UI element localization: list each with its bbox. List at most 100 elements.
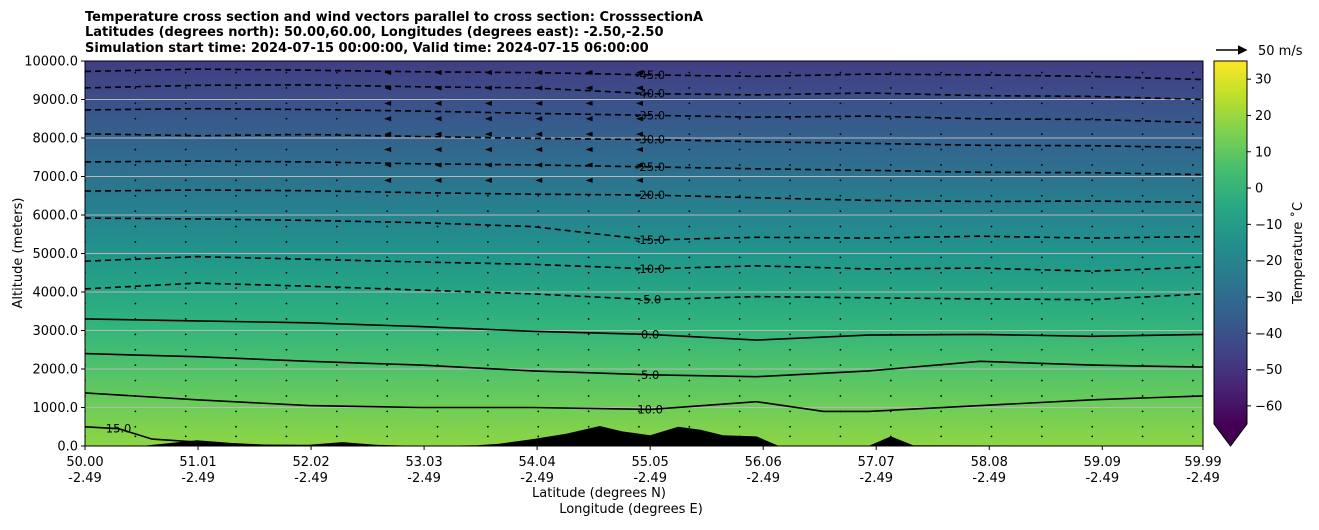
- contour-labels: -45.0 -40.0 -35.0 -30.0 -25.0 -20.0 -15.0 -10.0…: [106, 68, 665, 436]
- wind-vector: [587, 348, 590, 351]
- wind-vector: [335, 395, 338, 397]
- wind-vector: [386, 379, 389, 382]
- wind-vector: [889, 410, 892, 413]
- plot-area: -45.0 -40.0 -35.0 -30.0 -25.0 -20.0 -15.0 -10.0…: [84, 60, 1204, 447]
- wind-vector: [1091, 194, 1094, 197]
- wind-vector: [940, 379, 943, 382]
- wind-vector: [134, 302, 137, 305]
- wind-vector: [285, 271, 288, 274]
- wind-vector: [436, 318, 439, 320]
- wind-vector: [789, 225, 791, 228]
- wind-vector: [1192, 256, 1194, 259]
- wind-vector: [386, 410, 389, 413]
- contour-line: [85, 282, 1203, 301]
- y-tick-label: 2000.0: [33, 363, 79, 378]
- wind-vector: [990, 256, 993, 259]
- wind-vector: [990, 148, 993, 151]
- wind-vector: [839, 302, 842, 305]
- wind-vector: [738, 271, 741, 274]
- wind-vector: [990, 302, 993, 305]
- wind-vector: [1091, 348, 1094, 351]
- x-tick-label-lon: -2.49: [68, 471, 102, 486]
- colorbar: 30 20 10 0 −10 −20 −30 −40 −50 −60 Temperature ˚C: [1213, 60, 1306, 447]
- y-tick-label: 10000.0: [24, 55, 78, 70]
- wind-vector: [889, 194, 892, 197]
- wind-vector: [587, 256, 590, 259]
- colorbar-tick-label: 30: [1255, 73, 1272, 88]
- x-tick-label-lat: 55.05: [632, 455, 669, 470]
- wind-vector: [1141, 271, 1144, 274]
- wind-vector: [436, 194, 439, 197]
- wind-vector: [134, 102, 137, 105]
- y-tick-label: 1000.0: [33, 401, 79, 416]
- wind-vector: [486, 210, 489, 213]
- wind-vector: [587, 194, 590, 197]
- wind-vector: [335, 179, 338, 182]
- wind-vector: [688, 256, 691, 259]
- wind-vector: [990, 271, 993, 274]
- wind-vector: [184, 348, 187, 351]
- wind-vector: [1141, 410, 1144, 413]
- wind-vector: [285, 410, 288, 413]
- y-axis-label: Altitude (meters): [11, 198, 26, 309]
- wind-vector: [839, 395, 842, 397]
- x-tick-label-lat: 52.02: [292, 455, 329, 470]
- wind-vector: [839, 210, 842, 213]
- wind-vector: [537, 302, 540, 305]
- wind-vector: [1141, 164, 1144, 166]
- contour-line: [85, 255, 1203, 273]
- wind-vector: [789, 379, 791, 382]
- wind-vector: [386, 241, 389, 243]
- wind-vector: [235, 435, 237, 438]
- wind-vector: [889, 395, 892, 397]
- wind-vector: [235, 194, 237, 197]
- wind-vector: [789, 71, 791, 74]
- wind-vector: [688, 271, 691, 274]
- wind-vector: [184, 435, 187, 438]
- wind-vector: [688, 148, 691, 151]
- wind-vector: [1091, 71, 1094, 74]
- wind-vector: [335, 117, 338, 120]
- wind-vector: [235, 256, 237, 259]
- wind-vector: [436, 287, 439, 290]
- wind-vector: [235, 364, 237, 367]
- wind-vector: [235, 333, 237, 336]
- wind-vector: [1040, 164, 1043, 166]
- wind-vector: [1192, 287, 1194, 290]
- wind-vector: [635, 85, 643, 91]
- wind-vector: [184, 364, 187, 367]
- wind-vector: [638, 271, 640, 274]
- wind-vector: [486, 395, 489, 397]
- wind-vector: [486, 241, 489, 243]
- wind-vector: [235, 379, 237, 382]
- wind-vector: [335, 318, 338, 320]
- wind-vector: [1192, 179, 1194, 182]
- wind-vector: [486, 318, 489, 320]
- wind-vector: [486, 379, 489, 382]
- wind-vector: [990, 379, 993, 382]
- wind-vector: [638, 287, 640, 290]
- x-tick-label-lat: 57.07: [858, 455, 895, 470]
- wind-vector: [235, 117, 237, 120]
- wind-vector: [789, 348, 791, 351]
- wind-vector: [285, 379, 288, 382]
- wind-vector: [738, 87, 741, 89]
- wind-vector: [789, 333, 791, 336]
- wind-vector: [184, 71, 187, 74]
- wind-vector: [789, 302, 791, 305]
- wind-vector: [738, 225, 741, 228]
- x-axis-label-secondary: Longitude (degrees E): [559, 502, 703, 517]
- wind-vector: [1040, 333, 1043, 336]
- wind-vector: [434, 116, 442, 122]
- wind-vector: [285, 256, 288, 259]
- wind-vector: [1192, 410, 1194, 413]
- wind-vector: [889, 348, 892, 351]
- wind-vector: [990, 318, 993, 320]
- wind-vector: [484, 162, 492, 168]
- wind-vector: [789, 271, 791, 274]
- wind-vector: [535, 177, 543, 183]
- wind-vector: [335, 379, 338, 382]
- contour-line: [85, 352, 1203, 378]
- wind-vector: [335, 133, 338, 136]
- wind-vector: [889, 379, 892, 382]
